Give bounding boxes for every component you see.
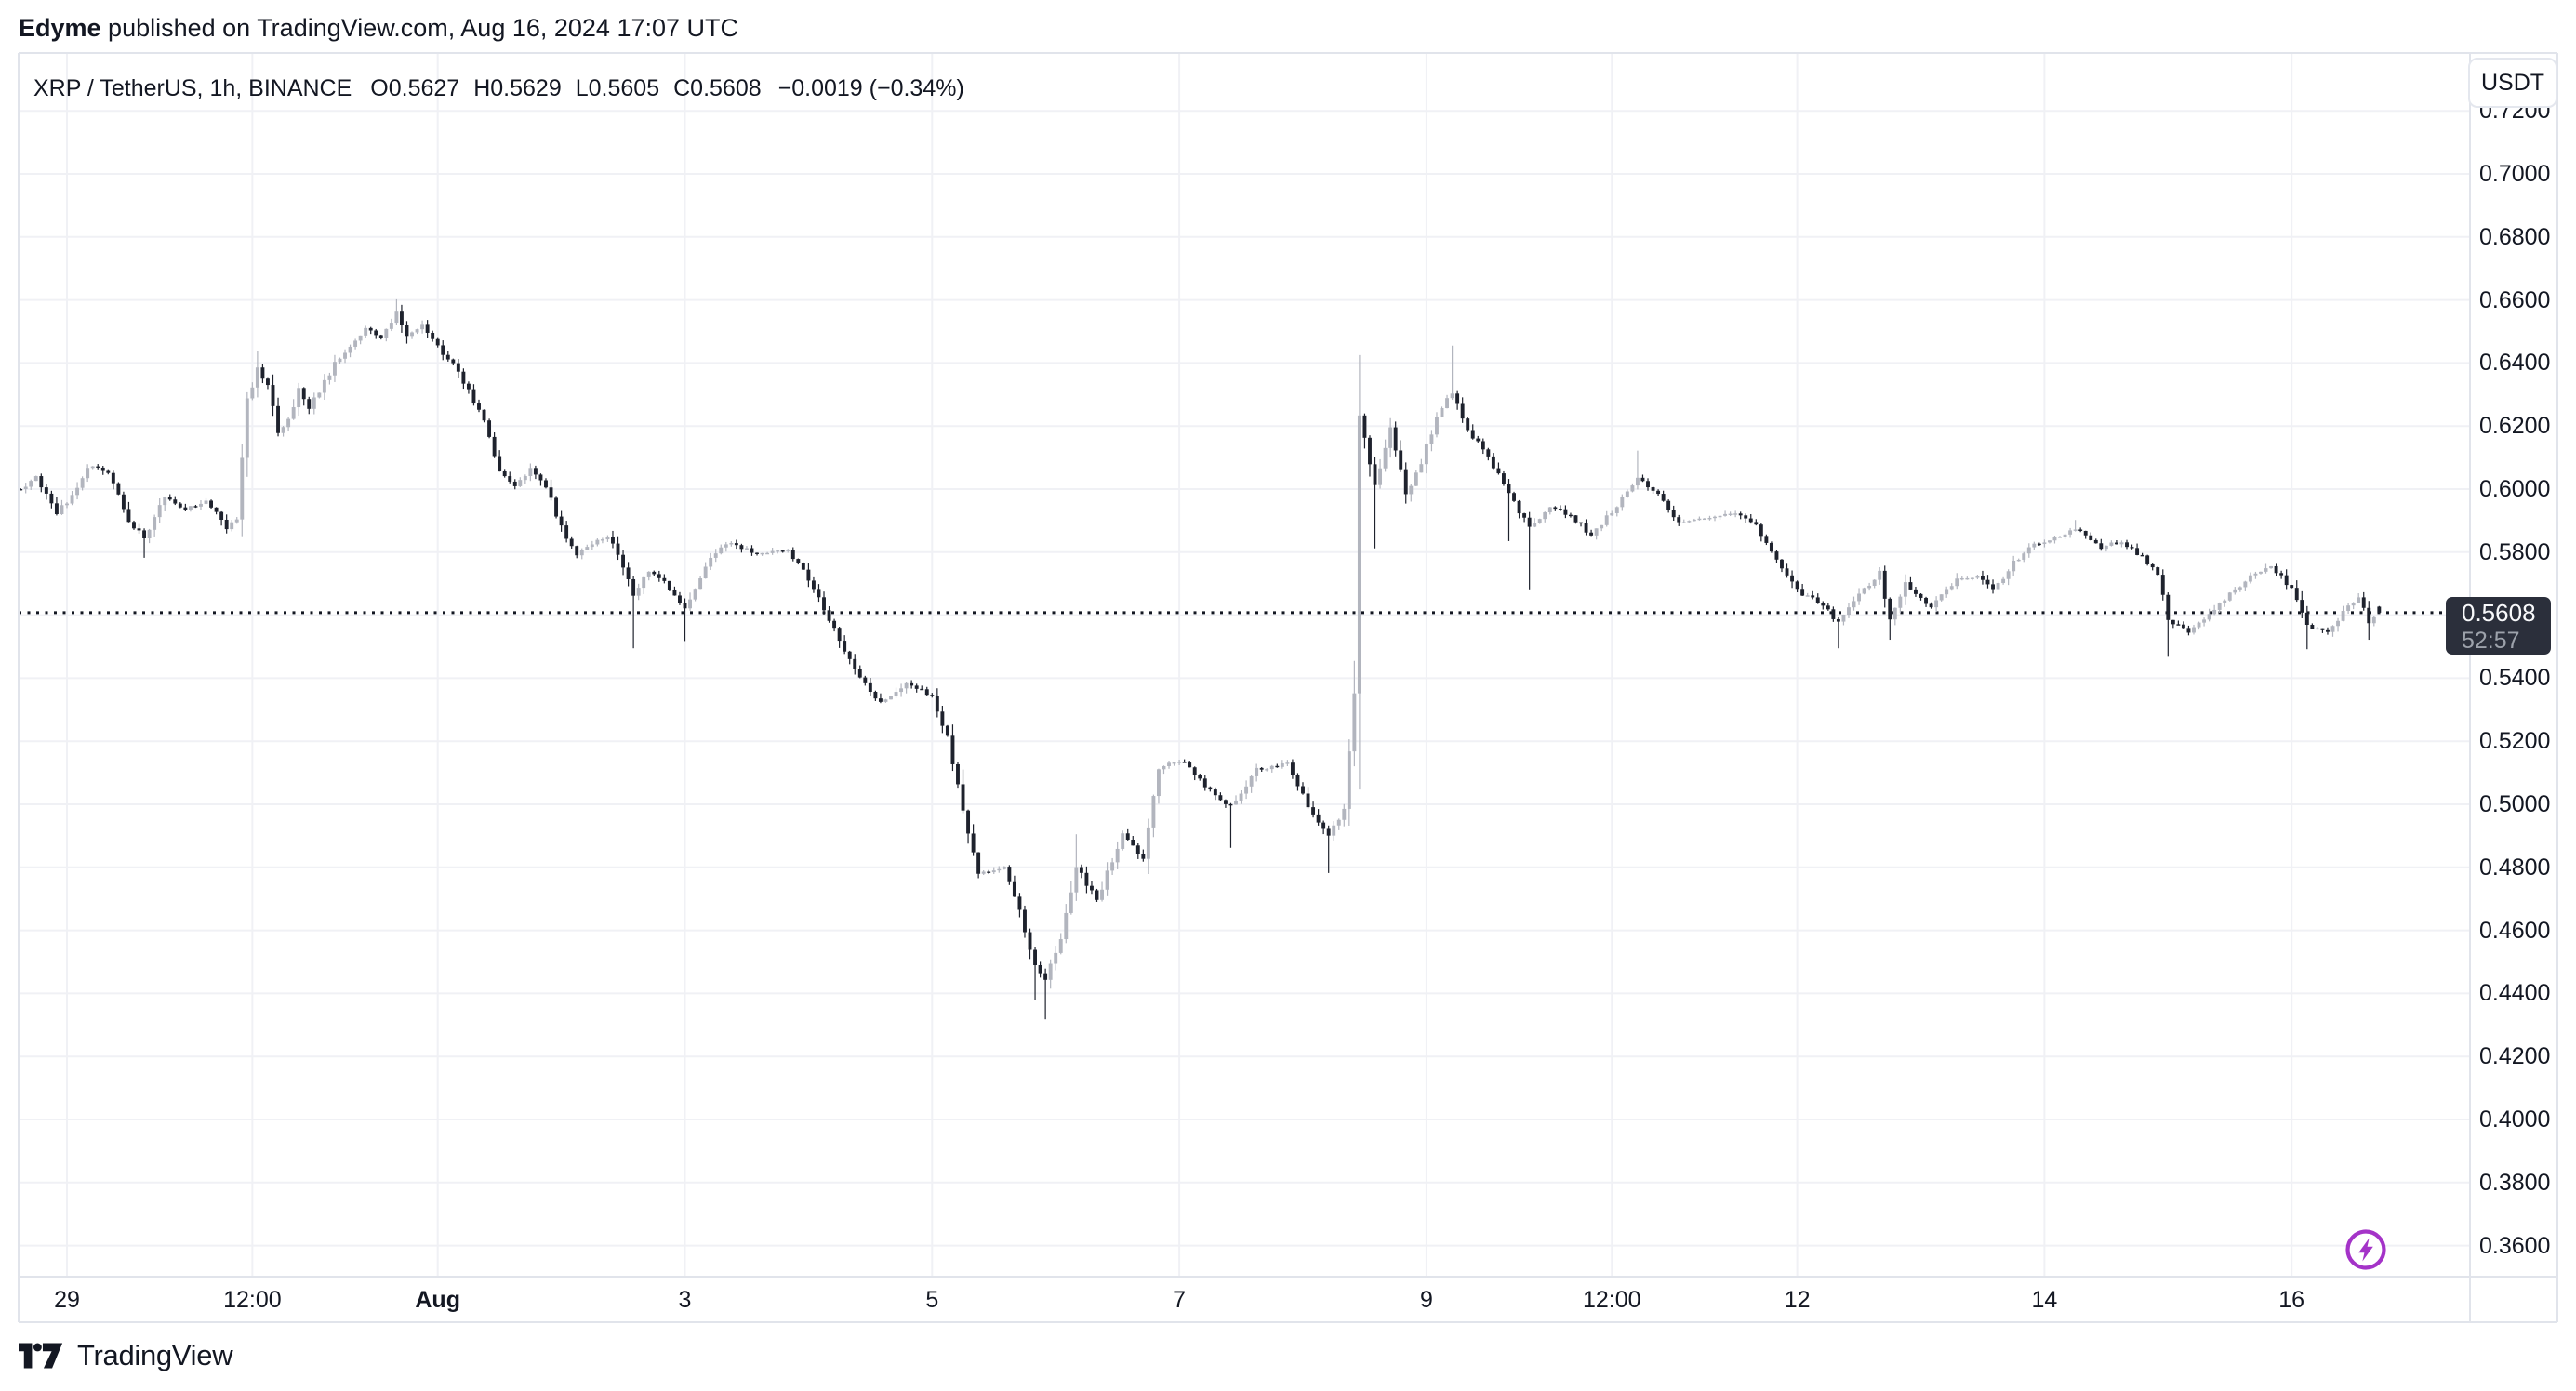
low-value: 0.5605 bbox=[588, 75, 660, 101]
currency-toggle-button[interactable]: USDT bbox=[2468, 58, 2557, 108]
footer-branding[interactable]: TradingView bbox=[19, 1339, 233, 1372]
publish-info: published on TradingView.com, Aug 16, 20… bbox=[100, 14, 739, 42]
last-price-value: 0.5608 bbox=[2462, 599, 2536, 627]
publish-header: Edyme published on TradingView.com, Aug … bbox=[19, 13, 738, 43]
change-value: −0.0019 (−0.34%) bbox=[777, 75, 964, 101]
high-label: H bbox=[473, 75, 491, 101]
open-value: 0.5627 bbox=[388, 75, 460, 101]
flash-icon[interactable] bbox=[2344, 1228, 2387, 1271]
last-price-badge: 0.5608 52:57 bbox=[2446, 597, 2551, 655]
close-label: C bbox=[673, 75, 691, 101]
close-value: 0.5608 bbox=[690, 75, 762, 101]
tradingview-logo-text: TradingView bbox=[77, 1339, 233, 1371]
tradingview-logo-icon bbox=[19, 1343, 63, 1369]
low-label: L bbox=[575, 75, 589, 101]
chart-legend: XRP / TetherUS, 1h, BINANCE O 0.5627 H 0.562… bbox=[33, 74, 964, 102]
symbol-title[interactable]: XRP / TetherUS, 1h, BINANCE bbox=[33, 75, 352, 101]
open-label: O bbox=[370, 75, 389, 101]
high-value: 0.5629 bbox=[490, 75, 562, 101]
bar-countdown: 52:57 bbox=[2462, 628, 2520, 654]
author-link[interactable]: Edyme bbox=[19, 14, 101, 42]
